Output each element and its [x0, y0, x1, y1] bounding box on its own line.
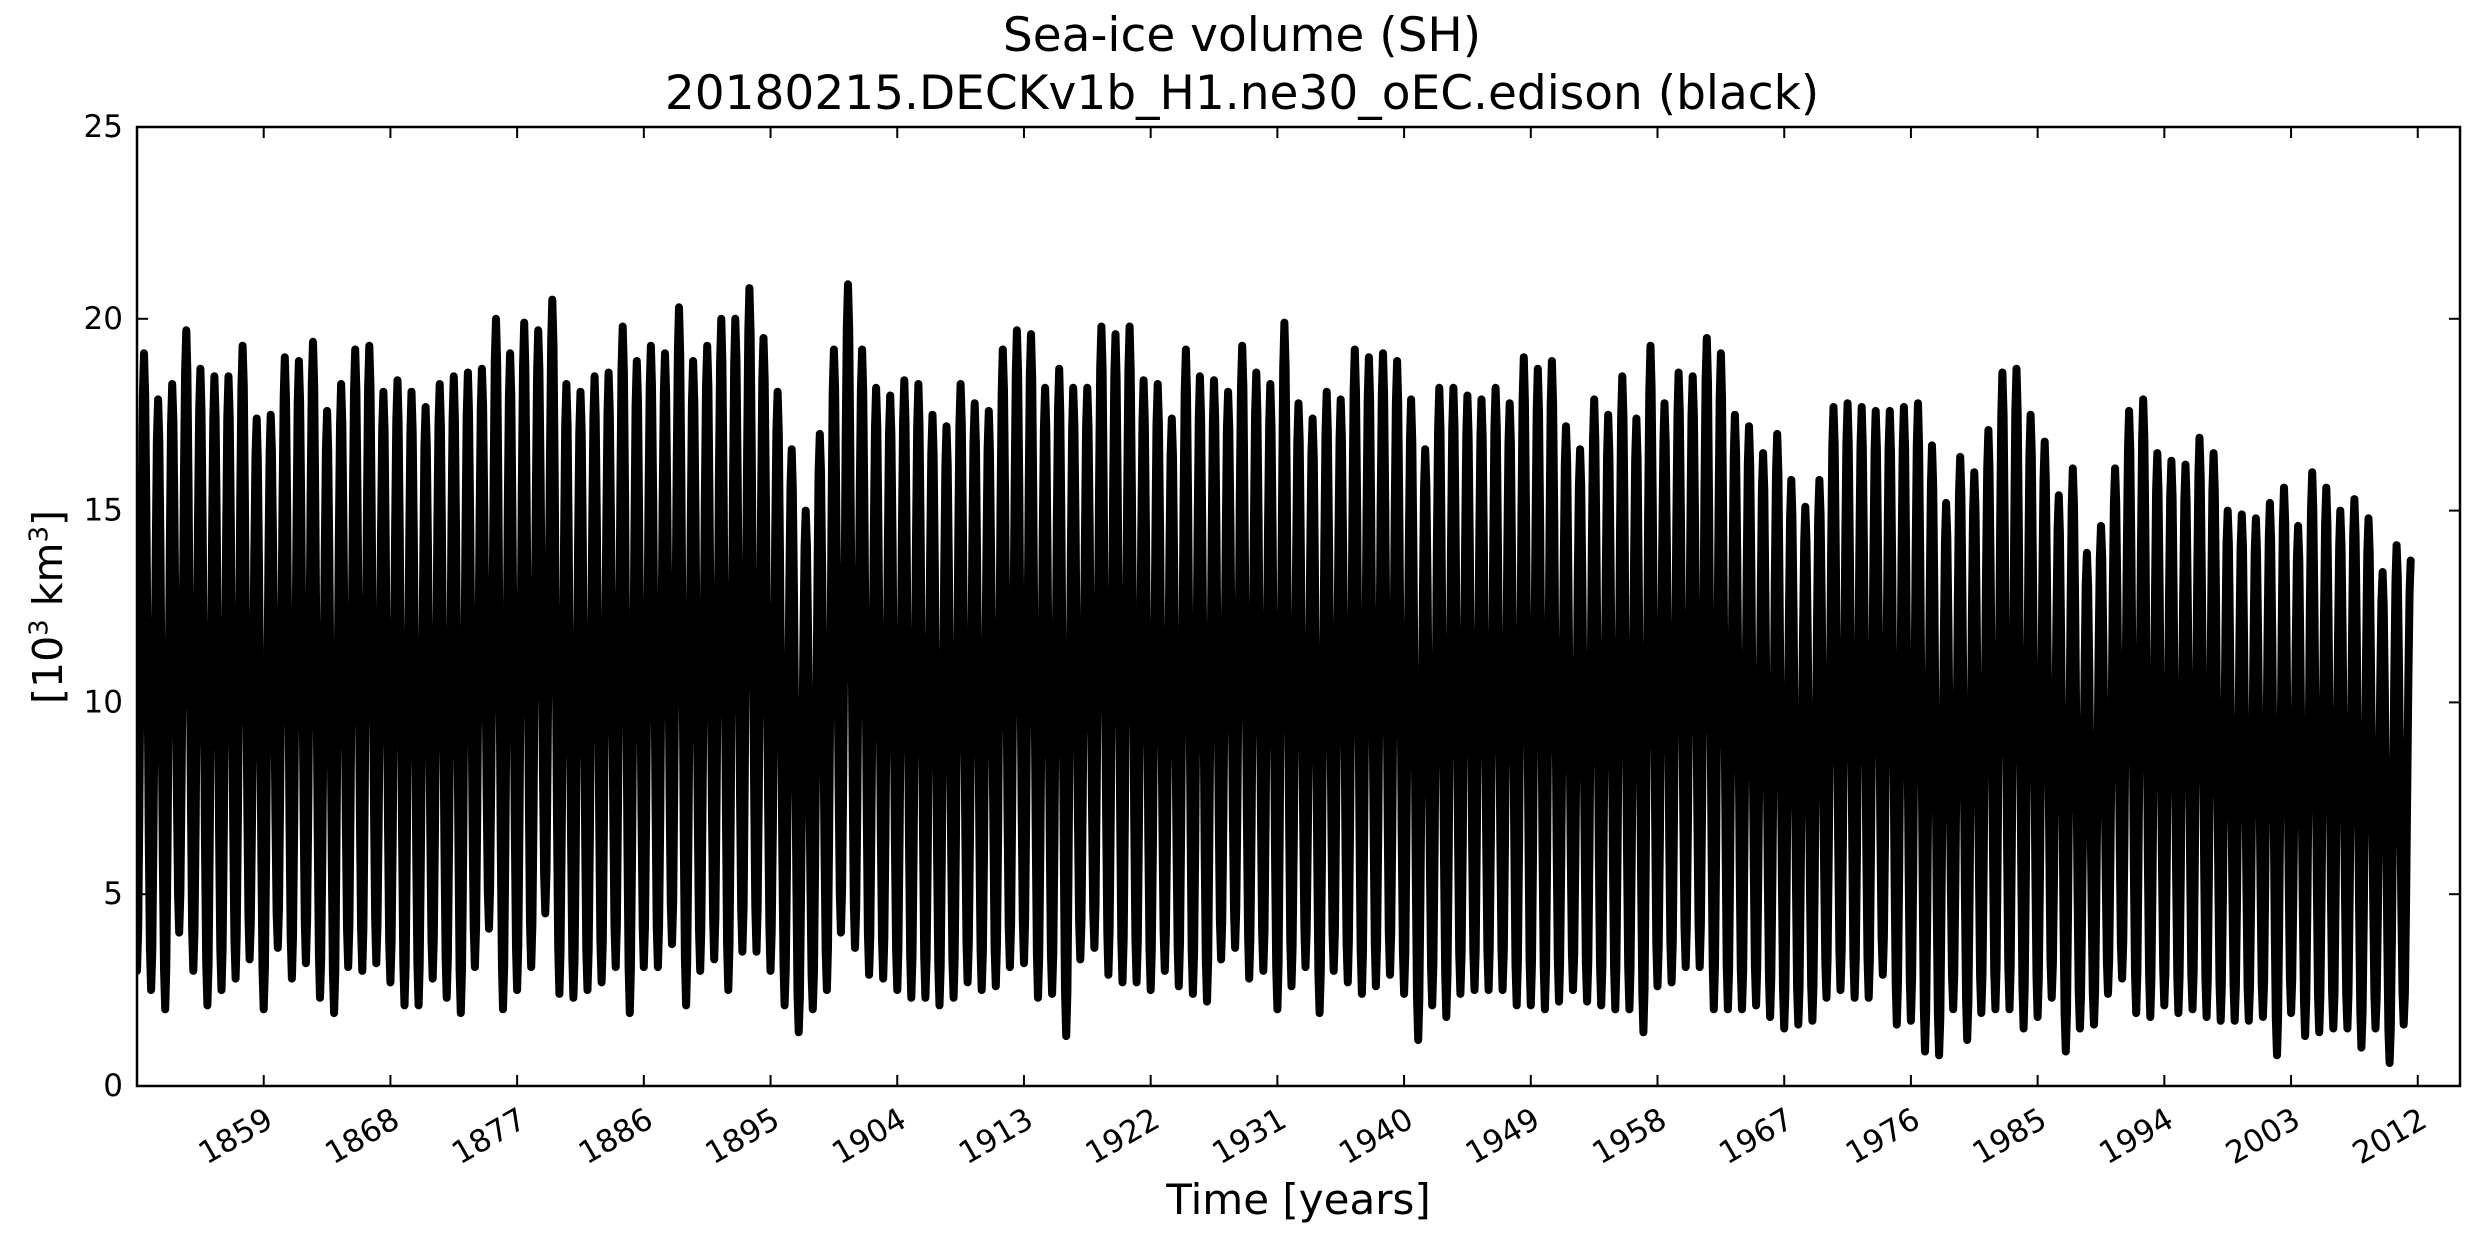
y-axis-label-unit: km [24, 542, 72, 620]
x-tick-label: 2003 [2220, 1101, 2306, 1172]
x-tick-label: 1895 [699, 1101, 785, 1172]
y-axis-label-unit-exponent: 3 [24, 526, 55, 543]
x-tick-label: 2012 [2347, 1101, 2433, 1172]
y-axis-label-exponent: 3 [24, 619, 55, 636]
series-line-0 [137, 280, 2415, 1067]
x-tick-label: 1913 [953, 1101, 1039, 1172]
chart-subtitle: 20180215.DECKv1b_H1.ne30_oEC.edison (bla… [664, 66, 1820, 121]
x-tick-label: 1976 [1840, 1101, 1926, 1172]
x-tick-label: 1922 [1080, 1101, 1166, 1172]
x-axis-label: Time [years] [1166, 1175, 1431, 1224]
x-tick-label: 1994 [2093, 1101, 2179, 1172]
x-tick-label: 1859 [193, 1101, 279, 1172]
x-tick-label: 1967 [1713, 1101, 1799, 1172]
x-tick-label: 1949 [1460, 1101, 1546, 1172]
y-tick-label: 10 [84, 684, 123, 720]
x-tick-label: 1868 [319, 1101, 405, 1172]
x-tick-label: 1877 [446, 1101, 532, 1172]
y-tick-label: 5 [103, 876, 123, 912]
y-axis-label: [103 km3] [24, 510, 72, 704]
y-tick-label: 20 [84, 301, 123, 337]
x-tick-label: 1931 [1206, 1101, 1292, 1172]
x-tick-label: 1985 [1967, 1101, 2053, 1172]
y-axis-label-close: ] [24, 510, 72, 527]
y-axis: 0 5 10 15 20 25 [84, 109, 2460, 1104]
y-tick-label: 15 [84, 493, 123, 529]
chart-title: Sea-ice volume (SH) [1002, 8, 1482, 63]
y-tick-label: 25 [84, 109, 123, 145]
y-tick-label: 0 [103, 1068, 123, 1104]
series-layer [137, 280, 2415, 1067]
x-tick-label: 1958 [1586, 1101, 1672, 1172]
x-tick-label: 1940 [1333, 1101, 1419, 1172]
axes-frame [135, 125, 2462, 1088]
x-tick-label: 1886 [573, 1101, 659, 1172]
y-axis-label-base: [10 [24, 635, 72, 704]
x-tick-label: 1904 [826, 1101, 912, 1172]
